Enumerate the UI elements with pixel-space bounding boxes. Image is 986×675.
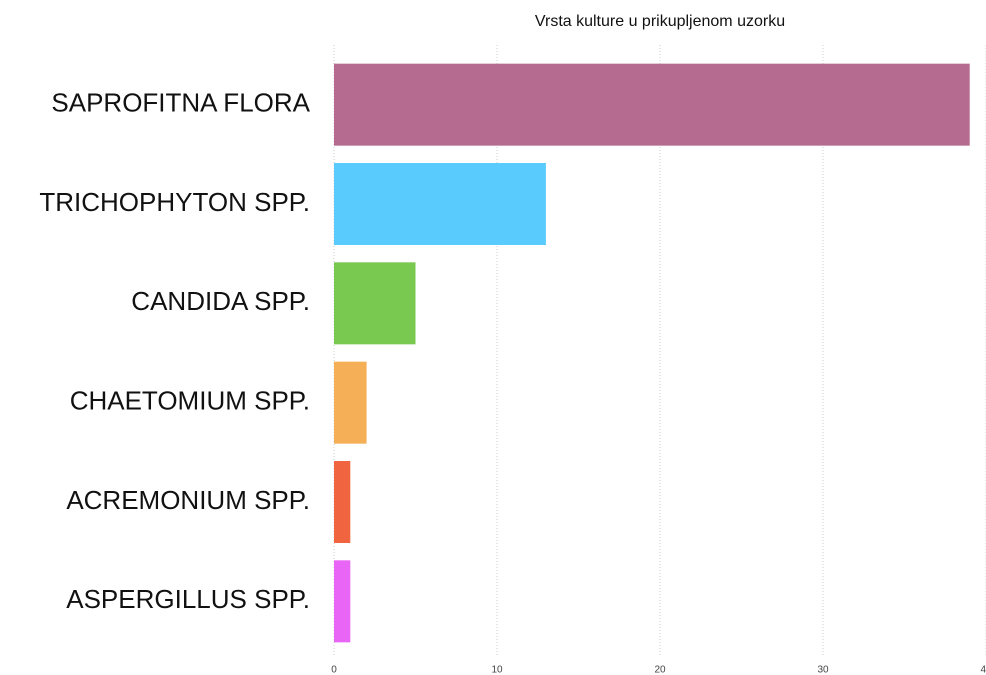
x-tick-label: 20 [654,665,666,675]
y-tick-label: ACREMONIUM SPP. [66,485,310,515]
y-tick-label: ASPERGILLUS SPP. [66,584,310,614]
bar [334,163,546,245]
bar [334,262,416,345]
y-tick-label: SAPROFITNA FLORA [51,88,310,118]
bar [334,461,351,543]
bar [334,560,351,643]
x-tick-label: 30 [817,665,829,675]
x-tick-label: 40 [980,665,986,675]
x-tick-label: 10 [491,665,503,675]
bar [334,63,970,146]
x-tick-label: 0 [331,665,337,675]
y-tick-label: TRICHOPHYTON SPP. [39,187,310,217]
chart-title: Vrsta kulture u prikupljenom uzorku [535,13,785,30]
bar [334,361,367,444]
y-tick-label: CANDIDA SPP. [131,286,310,316]
y-tick-label: CHAETOMIUM SPP. [70,386,310,416]
